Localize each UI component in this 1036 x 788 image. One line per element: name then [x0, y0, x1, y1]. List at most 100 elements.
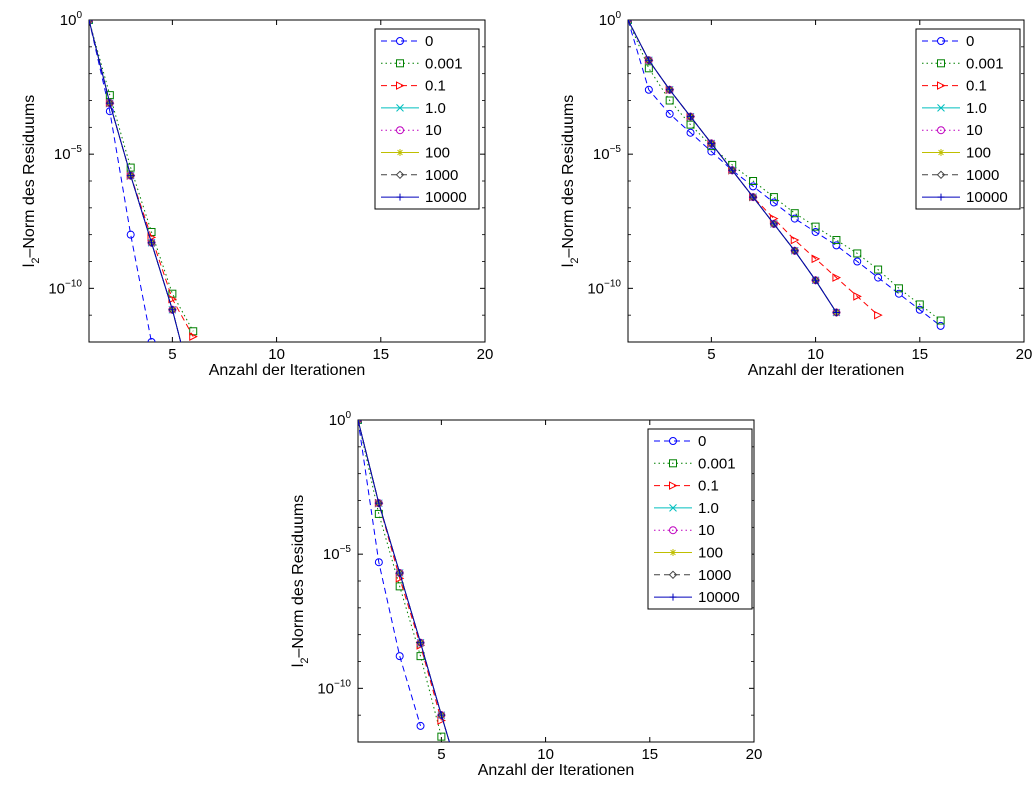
legend-label: 10000 — [966, 189, 1008, 206]
data-point — [707, 139, 715, 147]
x-tick-label: 5 — [707, 346, 715, 363]
data-point — [811, 254, 821, 264]
legend-label: 1.0 — [425, 100, 446, 117]
data-point — [769, 198, 778, 207]
data-point — [645, 56, 653, 64]
x-tick-label: 10 — [807, 346, 824, 363]
data-point — [770, 220, 778, 228]
data-point — [168, 306, 176, 314]
data-point — [874, 310, 883, 320]
data-point — [375, 499, 383, 507]
series-line-10000 — [89, 20, 182, 342]
x-tick-label: 15 — [372, 346, 389, 363]
data-point — [644, 85, 653, 94]
data-point — [728, 166, 736, 174]
data-point — [105, 107, 114, 116]
y-axis-label: l2–Norm des Residuums — [560, 95, 581, 267]
data-point — [811, 222, 820, 231]
data-point — [936, 316, 945, 325]
legend-label: 10 — [698, 522, 715, 539]
data-point — [105, 91, 114, 100]
data-point — [190, 387, 197, 394]
y-tick-label: 10−5 — [54, 144, 83, 163]
data-point — [126, 163, 135, 172]
data-point — [915, 305, 924, 314]
legend-marker — [669, 459, 677, 468]
legend-marker — [396, 37, 404, 45]
series-line-0 — [628, 20, 941, 327]
series-line-0.001 — [628, 20, 941, 321]
data-point — [190, 387, 197, 394]
data-point — [769, 193, 778, 202]
legend-label: 0.001 — [425, 55, 463, 72]
legend-marker — [937, 37, 945, 45]
legend-marker — [937, 193, 945, 201]
data-point — [853, 257, 862, 266]
data-point — [853, 292, 862, 301]
data-point — [395, 652, 404, 661]
legend-label: 0.1 — [966, 78, 987, 95]
series-group — [628, 20, 945, 330]
data-point — [812, 276, 820, 284]
data-point — [148, 239, 156, 247]
legend-label: 0 — [966, 33, 974, 50]
legend-marker — [669, 481, 678, 490]
data-point — [811, 227, 820, 236]
data-point — [374, 558, 383, 567]
legend-marker — [937, 149, 945, 156]
data-point — [791, 247, 799, 255]
data-point — [189, 332, 198, 341]
data-point — [832, 273, 842, 282]
legend-marker — [669, 504, 677, 512]
data-point — [790, 214, 799, 223]
x-axis-label: Anzahl der Iterationen — [748, 362, 905, 379]
legend-label: 0.1 — [425, 78, 446, 95]
data-point — [127, 172, 135, 180]
series-group — [358, 420, 466, 788]
data-point — [416, 721, 425, 730]
series-line-10000 — [358, 420, 450, 742]
legend-marker — [669, 437, 677, 445]
data-point — [666, 86, 674, 94]
legend-marker — [937, 59, 945, 68]
legend-label: 1000 — [966, 167, 999, 184]
legend-label: 0.001 — [966, 55, 1004, 72]
legend-marker — [669, 593, 677, 601]
data-point — [874, 273, 883, 282]
series-line-0 — [89, 20, 153, 342]
y-axis-label: l2–Norm des Residuums — [290, 495, 311, 667]
data-point — [853, 249, 862, 258]
legend-marker — [937, 81, 946, 90]
data-point — [790, 235, 800, 245]
legend-label: 100 — [698, 545, 723, 562]
x-tick-label: 20 — [1016, 346, 1033, 363]
series-line-0.1 — [358, 420, 442, 721]
data-point — [936, 321, 945, 330]
data-point — [749, 193, 757, 201]
legend-marker — [396, 126, 404, 135]
legend-marker — [396, 81, 405, 90]
legend-marker — [936, 170, 946, 180]
y-tick-label: 100 — [329, 410, 352, 429]
y-tick-label: 10−5 — [593, 144, 622, 163]
legend: 0 0.001 0.1 1.0 10 100 1000 10000 — [647, 428, 753, 610]
y-tick-label: 100 — [599, 10, 622, 29]
legend: 0 0.001 0.1 1.0 10 100 1000 10000 — [915, 28, 1021, 210]
data-point — [190, 387, 197, 394]
data-point — [459, 781, 466, 788]
data-point — [437, 732, 446, 741]
legend-marker — [669, 526, 677, 535]
legend-marker — [937, 126, 945, 135]
series-line-0.001 — [358, 420, 442, 737]
data-point — [459, 781, 466, 788]
data-point — [686, 120, 695, 129]
legend-label: 0.001 — [698, 455, 736, 472]
x-tick-label: 20 — [477, 346, 494, 363]
legend-marker — [668, 570, 678, 580]
legend-label: 10 — [425, 122, 442, 139]
legend-label: 1000 — [425, 167, 458, 184]
data-point — [437, 711, 445, 719]
legend-marker — [396, 59, 404, 68]
